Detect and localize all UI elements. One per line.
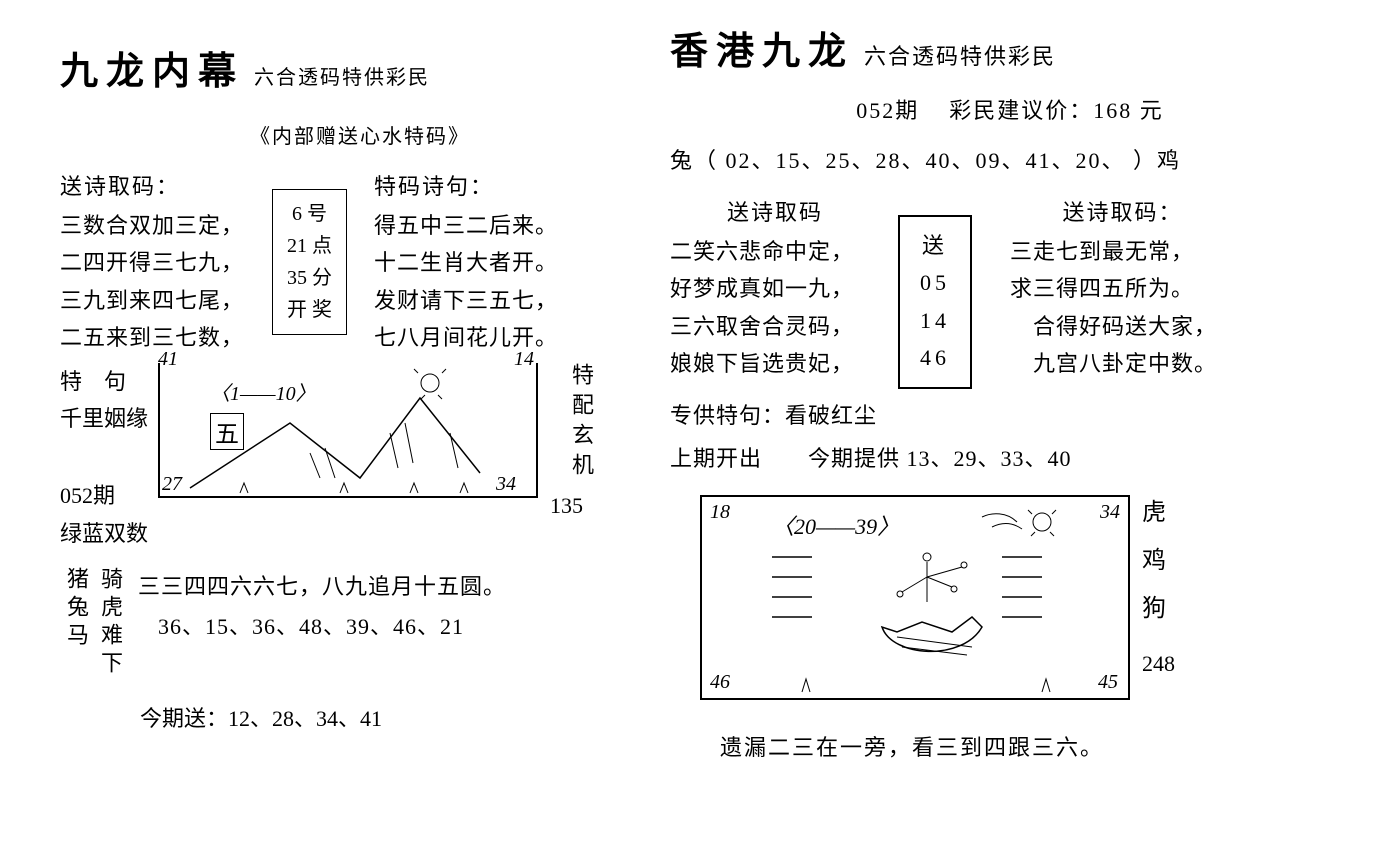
left-sketch-box: 41 14 27 34 〈1——10〉 五	[158, 363, 538, 498]
right-title: 香港九龙	[670, 20, 854, 75]
sketch-svg	[702, 497, 1132, 702]
special-label: 特 句	[60, 363, 148, 400]
left-footer: 今期送：12、28、34、41	[140, 701, 660, 733]
box-line: 14	[920, 302, 950, 339]
left-title: 九龙内幕	[60, 40, 244, 95]
numbers-line: 36、15、36、48、39、46、21	[158, 607, 506, 647]
left-subtitle: 六合透码特供彩民	[254, 61, 430, 90]
zodiac-item: 鸡	[1142, 543, 1175, 579]
right-poem-left: 送诗取码 二笑六悲命中定， 好梦成真如一九， 三六取舍合灵码， 娘娘下旨选贵妃，	[670, 195, 880, 383]
left-subheader: 《内部赠送心水特码》	[60, 120, 660, 149]
right-sketch-wrap: 18 34 46 45 〈20——39〉 虎	[670, 495, 1350, 700]
right-center-box: 送 05 14 46	[898, 215, 972, 389]
right-columns: 送诗取码 二笑六悲命中定， 好梦成真如一九， 三六取舍合灵码， 娘娘下旨选贵妃，…	[670, 195, 1350, 389]
left-couplet-row: 猪兔马 骑虎难下 三三四四六六七，八九追月十五圆。 36、15、36、48、39…	[60, 567, 660, 679]
sketch-svg	[160, 363, 540, 498]
left-special-labels: 特 句 千里姻缘 052期 绿蓝双数	[60, 363, 148, 553]
left-center-box: 6 号 21 点 35 分 开 奖	[272, 189, 347, 335]
zodiac-item: 狗	[1142, 591, 1175, 627]
right-number: 248	[1142, 647, 1175, 680]
poem-line: 三走七到最无常，	[1010, 233, 1235, 270]
right-panel: 香港九龙 六合透码特供彩民 052期 彩民建议价：168 元 兔（ 02、15、…	[670, 20, 1350, 762]
box-line: 05	[920, 264, 950, 301]
poem-line: 二笑六悲命中定，	[670, 233, 880, 270]
left-poem-right: 特码诗句： 得五中三二后来。 十二生肖大者开。 发财请下三五七， 七八月间花儿开…	[374, 169, 584, 357]
poem-line: 三九到来四七尾，	[60, 282, 260, 319]
issue: 052期	[856, 98, 919, 123]
box-line: 35 分	[287, 262, 332, 294]
poem-header: 送诗取码：	[60, 169, 260, 201]
special-line: 专供特句：看破红尘	[670, 397, 1350, 434]
poem-header: 送诗取码	[670, 195, 880, 227]
right-subtitle: 六合透码特供彩民	[864, 39, 1056, 71]
right-title-row: 香港九龙 六合透码特供彩民	[670, 20, 1350, 75]
poem-line: 三六取舍合灵码，	[670, 308, 880, 345]
left-sketch-right: 特配玄机 135	[550, 363, 598, 522]
poem-line: 三数合双加三定，	[60, 207, 260, 244]
poem-line: 求三得四五所为。	[1010, 270, 1235, 307]
zodiac-item: 虎	[1142, 495, 1175, 531]
poem-line: 得五中三二后来。	[374, 207, 584, 244]
poem-line: 二四开得三七九，	[60, 244, 260, 281]
poem-line: 九宫八卦定中数。	[1010, 345, 1235, 382]
right-sketch-right: 虎 鸡 狗 248	[1142, 495, 1175, 680]
right-poem-right: 送诗取码： 三走七到最无常， 求三得四五所为。 合得好码送大家， 九宫八卦定中数…	[1010, 195, 1235, 383]
zodiac-numbers: 02、15、25、28、40、09、41、20、	[726, 148, 1126, 173]
poem-line: 十二生肖大者开。	[374, 244, 584, 281]
special-phrase: 千里姻缘	[60, 400, 148, 437]
zodiac-right: ）鸡	[1133, 148, 1181, 173]
box-line: 开 奖	[287, 294, 332, 326]
box-line: 6 号	[287, 198, 332, 230]
right-sketch-box: 18 34 46 45 〈20——39〉	[700, 495, 1130, 700]
vert-pair: 猪兔马 骑虎难下	[60, 567, 128, 679]
box-line: 送	[920, 227, 950, 264]
issue-label: 052期	[60, 477, 148, 514]
poem-line: 合得好码送大家，	[1010, 308, 1235, 345]
poem-header: 特码诗句：	[374, 169, 584, 201]
left-panel: 九龙内幕 六合透码特供彩民 《内部赠送心水特码》 送诗取码： 三数合双加三定， …	[60, 40, 660, 733]
zodiac-line: 兔（ 02、15、25、28、40、09、41、20、 ）鸡	[670, 143, 1350, 175]
poem-line: 好梦成真如一九，	[670, 270, 880, 307]
zodiac-left: 兔（	[670, 148, 718, 173]
vert-col-2: 猪兔马	[60, 567, 92, 679]
left-title-row: 九龙内幕 六合透码特供彩民	[60, 40, 660, 95]
box-line: 21 点	[287, 230, 332, 262]
couplet-text: 三三四四六六七，八九追月十五圆。 36、15、36、48、39、46、21	[138, 567, 506, 679]
right-number: 135	[550, 489, 598, 522]
box-line: 46	[920, 339, 950, 376]
left-columns: 送诗取码： 三数合双加三定， 二四开得三七九， 三九到来四七尾， 二五来到三七数…	[60, 169, 660, 357]
poem-line: 发财请下三五七，	[374, 282, 584, 319]
poem-line: 七八月间花儿开。	[374, 319, 584, 356]
price: 彩民建议价：168 元	[949, 98, 1164, 123]
last-line: 上期开出 今期提供 13、29、33、40	[670, 440, 1350, 477]
left-poem-left: 送诗取码： 三数合双加三定， 二四开得三七九， 三九到来四七尾， 二五来到三七数…	[60, 169, 260, 357]
poem-line: 娘娘下旨选贵妃，	[670, 345, 880, 382]
left-special-row: 特 句 千里姻缘 052期 绿蓝双数 41 14 27 34 〈1——10〉 五…	[60, 363, 660, 553]
couplet: 三三四四六六七，八九追月十五圆。	[138, 567, 506, 607]
right-issue-price: 052期 彩民建议价：168 元	[670, 93, 1350, 125]
right-footer: 遗漏二三在一旁，看三到四跟三六。	[720, 730, 1350, 762]
poem-header: 送诗取码：	[1010, 195, 1235, 227]
vert-col-1: 骑虎难下	[94, 567, 126, 679]
right-vert-label: 特配玄机	[565, 363, 598, 483]
color-label: 绿蓝双数	[60, 515, 148, 552]
